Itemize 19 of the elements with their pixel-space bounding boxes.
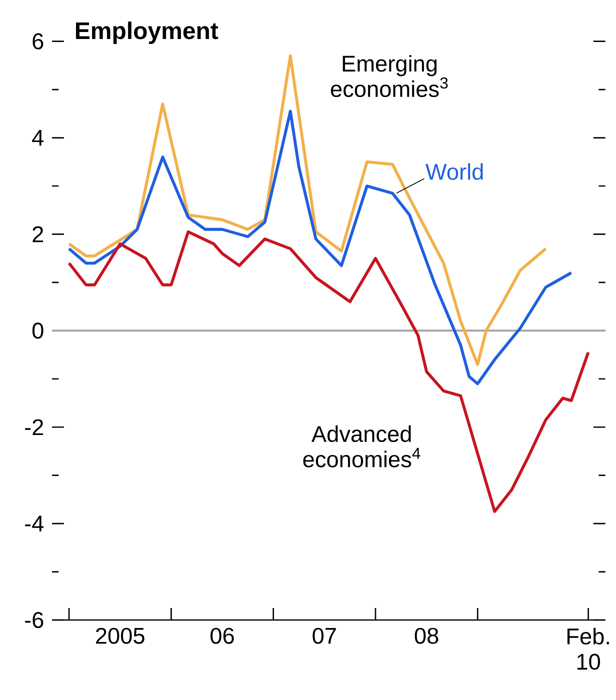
x-tick-label: Feb. 10 (567, 628, 609, 670)
y-tick-label: -6 (25, 612, 44, 628)
chart-title: Employment (76, 22, 218, 44)
y-tick-label: 0 (32, 322, 44, 339)
y-tick-label: 2 (32, 226, 44, 242)
y-tick-label: -2 (25, 419, 44, 436)
series-label: Emerging economies$^{3}$ (330, 55, 448, 98)
line-series (68, 110, 573, 386)
x-tick-label: 08 (414, 628, 438, 644)
y-tick-label: 4 (32, 130, 44, 146)
series-label: World (426, 163, 483, 180)
series-label: Advanced economies$^{4}$ (303, 425, 420, 468)
y-tick-label: 6 (32, 33, 44, 50)
x-tick-label: 06 (210, 628, 234, 644)
x-tick-label: 07 (312, 628, 336, 644)
line-series (68, 230, 590, 513)
y-tick-label: -4 (25, 516, 44, 532)
line-series (68, 54, 548, 366)
x-tick-label: 2005 (96, 628, 144, 644)
